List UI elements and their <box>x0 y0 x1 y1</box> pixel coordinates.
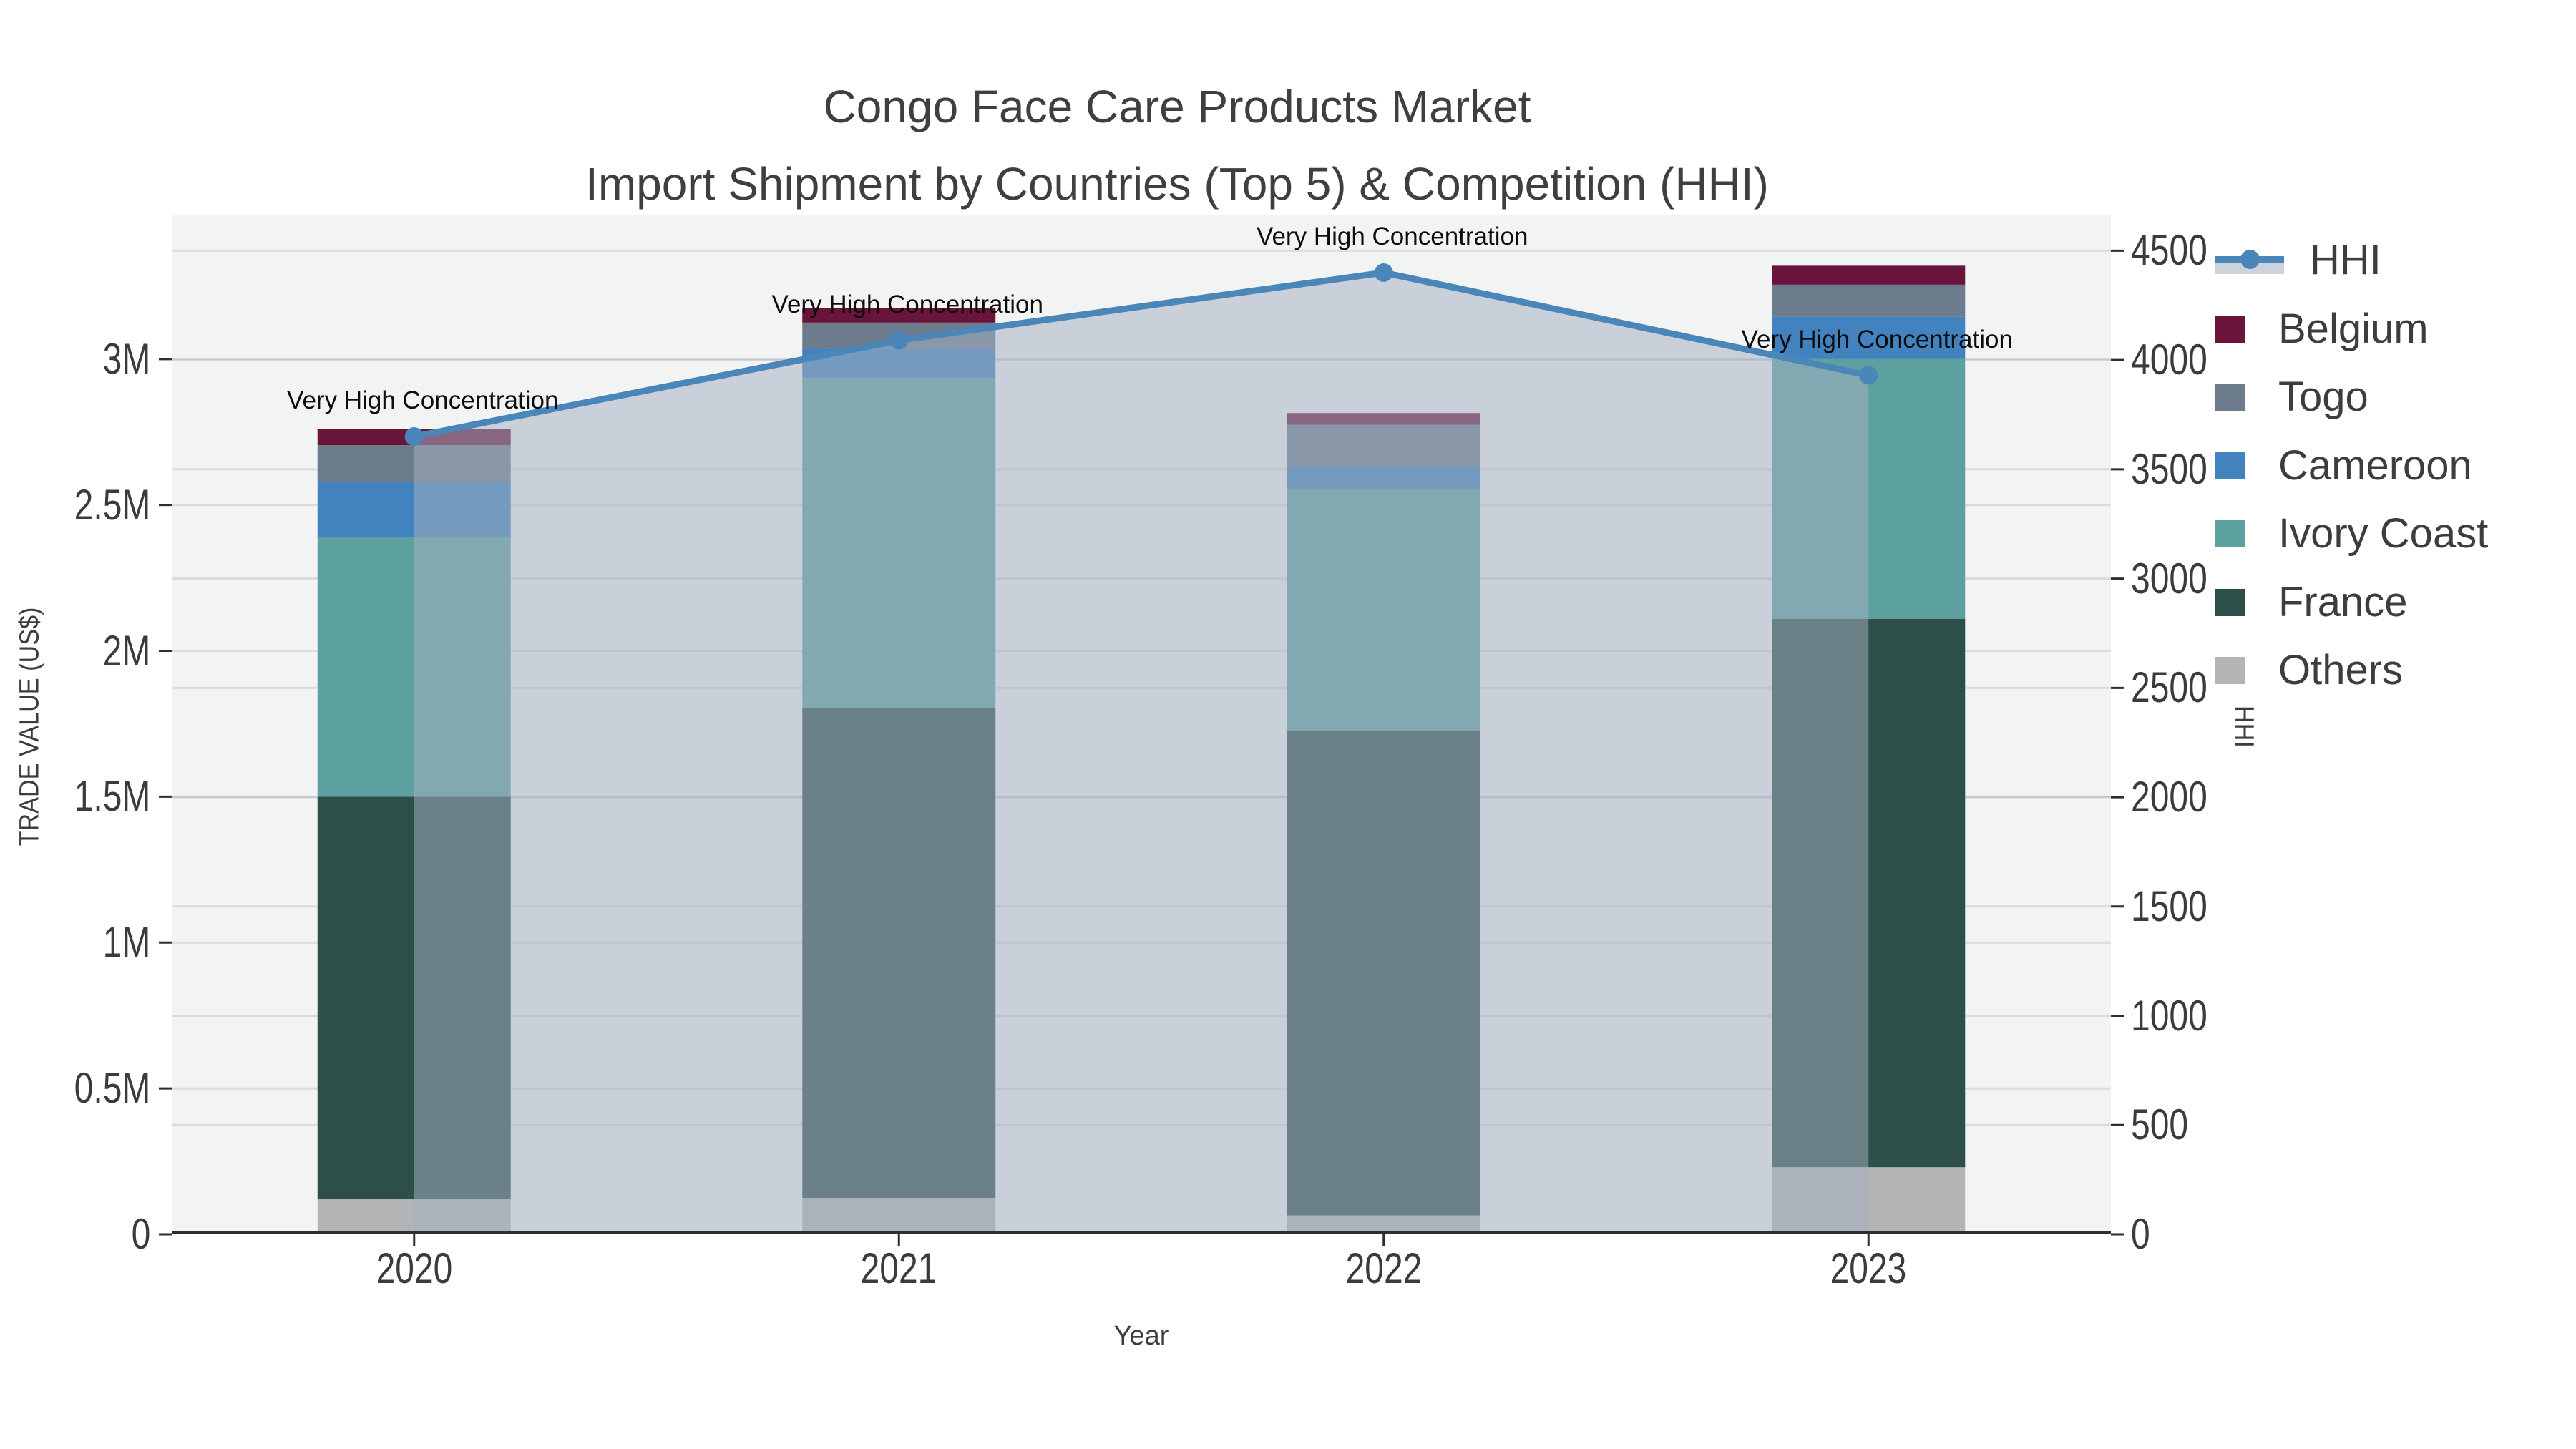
right-axis-tick-label: 4500 <box>2131 226 2207 275</box>
right-axis-tick-label: 3000 <box>2131 554 2207 602</box>
legend-swatch-icon <box>2215 657 2245 684</box>
legend-label: Ivory Coast <box>2278 510 2489 557</box>
legend-swatch-icon <box>2215 452 2245 479</box>
bar-segment-belgium <box>802 308 996 323</box>
chart-subtitle: Import Shipment by Countries (Top 5) & C… <box>585 158 1769 210</box>
plot-area <box>159 215 2124 1246</box>
left-axis-tick-label: 1.5M <box>74 772 150 821</box>
left-axis-title: TRADE VALUE (US$) <box>14 607 45 847</box>
legend-item-cameroon: Cameroon <box>2215 444 2472 487</box>
annotation-2022: Very High Concentration <box>1257 222 1528 250</box>
x-axis-tick-label: 2022 <box>1345 1244 1423 1292</box>
legend-item-hhi: HHI <box>2215 239 2381 282</box>
left-axis-tick-label: 0 <box>131 1210 150 1258</box>
legend-item-france: France <box>2215 581 2408 624</box>
hhi-line-swatch-icon <box>2215 245 2284 275</box>
right-axis-tick-label: 4000 <box>2131 336 2207 384</box>
x-axis-tick-label: 2020 <box>376 1244 453 1292</box>
right-axis-title: HHI <box>2228 706 2259 748</box>
hhi-marker <box>404 427 424 447</box>
legend-swatch-icon <box>2215 315 2245 343</box>
hhi-marker-icon <box>2240 250 2260 269</box>
x-axis-tick-label: 2021 <box>860 1244 937 1292</box>
right-axis-tick-label: 500 <box>2131 1101 2189 1149</box>
chart-svg <box>159 215 2124 1246</box>
legend-label: HHI <box>2310 237 2381 283</box>
left-axis-tick-label: 2M <box>102 626 150 675</box>
left-axis-tick-label: 2.5M <box>74 480 150 529</box>
legend-swatch-icon <box>2215 384 2245 411</box>
legend-item-others: Others <box>2215 649 2403 692</box>
x-axis-tick-label: 2023 <box>1830 1244 1907 1292</box>
right-axis-tick-label: 2000 <box>2131 773 2207 821</box>
legend-label: Cameroon <box>2278 441 2472 489</box>
hhi-area-fill <box>414 272 1869 1235</box>
legend-item-belgium: Belgium <box>2215 308 2429 351</box>
legend-item-togo: Togo <box>2215 376 2368 419</box>
left-axis-tick-label: 1M <box>102 918 150 967</box>
right-axis-tick-label: 1500 <box>2131 882 2207 930</box>
right-axis-tick-label: 2500 <box>2131 663 2207 712</box>
hhi-marker <box>1859 366 1878 385</box>
legend-label: Belgium <box>2278 305 2429 352</box>
legend-swatch-icon <box>2215 588 2245 616</box>
left-axis-tick-label: 3M <box>102 334 150 383</box>
annotation-2021: Very High Concentration <box>771 290 1043 318</box>
chart-title: Congo Face Care Products Market <box>823 81 1531 132</box>
legend-label: France <box>2278 578 2408 625</box>
hhi-line <box>413 269 1870 440</box>
annotation-2023: Very High Concentration <box>1741 325 2013 353</box>
legend-swatch-icon <box>2215 520 2245 547</box>
legend-item-ivory-coast: Ivory Coast <box>2215 512 2488 555</box>
hhi-marker <box>889 331 909 350</box>
right-axis-tick-label: 1000 <box>2131 991 2207 1040</box>
right-axis-tick-label: 0 <box>2131 1210 2150 1258</box>
legend-label: Togo <box>2278 374 2368 420</box>
right-axis-tick-label: 3500 <box>2131 444 2207 493</box>
legend-label: Others <box>2278 647 2404 693</box>
left-axis-tick-label: 0.5M <box>74 1064 150 1113</box>
bar-segment-togo <box>1772 284 1966 317</box>
annotation-2020: Very High Concentration <box>287 386 559 415</box>
bar-segment-cameroon <box>1772 316 1966 359</box>
hhi-marker <box>1374 263 1393 282</box>
bar-segment-belgium <box>1772 265 1966 285</box>
x-axis-title: Year <box>1113 1321 1169 1351</box>
